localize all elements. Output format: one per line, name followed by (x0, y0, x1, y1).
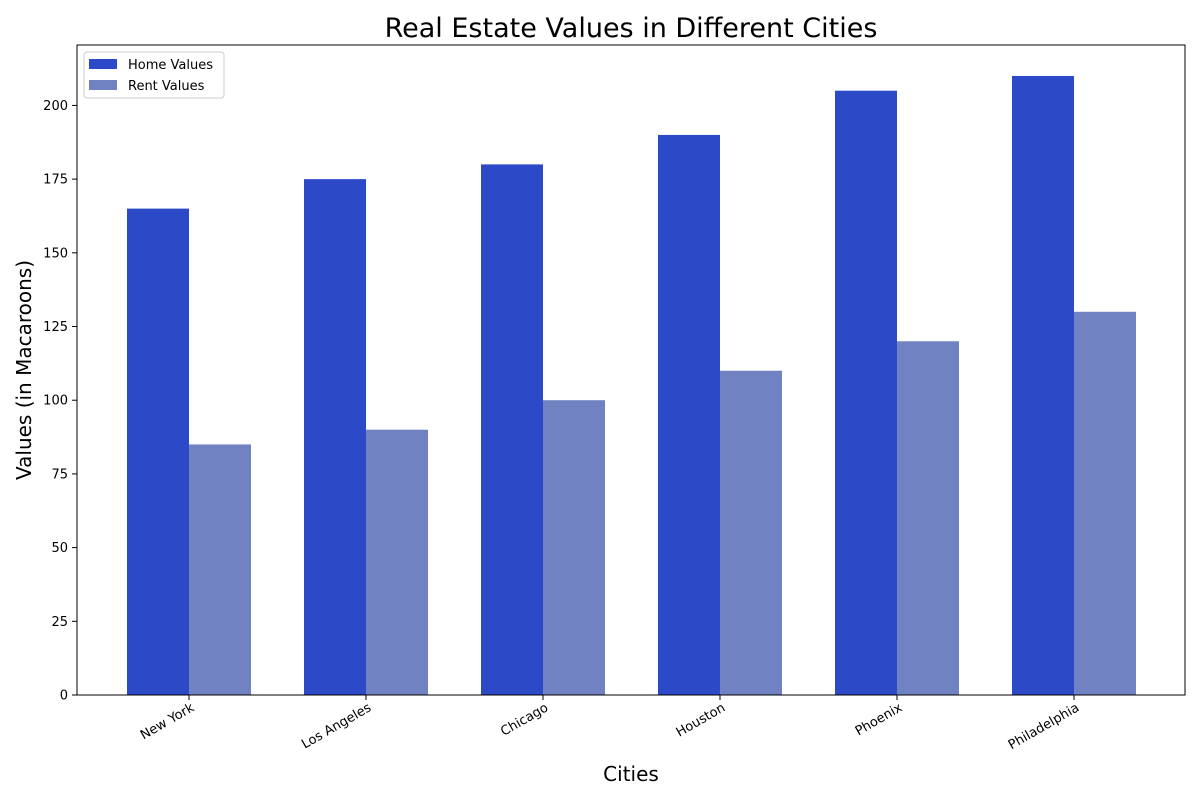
y-tick-label: 50 (51, 541, 68, 556)
y-tick-label: 150 (43, 246, 68, 261)
bar-home-phoenix (835, 90, 897, 696)
bar-home-houston (658, 134, 720, 695)
legend-swatch-rent (89, 80, 117, 90)
legend-label-rent: Rent Values (128, 79, 205, 94)
bar-rent-los-angeles (366, 429, 428, 695)
x-tick-label: New York (138, 700, 197, 743)
bar-rent-houston (720, 370, 782, 695)
x-tick-label: Philadelphia (1006, 700, 1082, 753)
y-tick-label: 100 (43, 394, 68, 409)
y-tick-label: 200 (43, 99, 68, 114)
bar-home-new-york (127, 208, 189, 695)
x-tick-label: Los Angeles (299, 700, 374, 752)
bar-rent-chicago (543, 400, 605, 695)
legend-swatch-home (89, 59, 117, 69)
y-axis-label: Values (in Macaroons) (12, 260, 36, 480)
bar-rent-philadelphia (1074, 311, 1136, 695)
bar-home-los-angeles (304, 179, 366, 696)
bar-rent-phoenix (897, 341, 959, 695)
legend: Home Values Rent Values (83, 51, 225, 99)
x-tick-label: Phoenix (853, 700, 905, 739)
chart-title: Real Estate Values in Different Cities (385, 13, 878, 44)
y-tick-label: 75 (51, 467, 68, 482)
plot-area: 0 25 50 75 100 125 150 175 200 New York Los Angele… (43, 44, 1186, 753)
axes-frame (76, 44, 1186, 696)
x-tick-label: Chicago (498, 700, 551, 739)
x-axis-label: Cities (603, 762, 659, 786)
y-tick-label: 25 (51, 615, 68, 630)
legend-label-home: Home Values (128, 58, 213, 73)
bar-home-chicago (481, 164, 543, 695)
y-tick-label: 0 (60, 689, 68, 704)
y-tick-label: 175 (43, 173, 68, 188)
x-tick-label: Houston (674, 700, 728, 740)
bar-home-philadelphia (1012, 75, 1074, 695)
legend-box (83, 51, 225, 99)
bar-rent-new-york (189, 444, 251, 695)
y-tick-label: 125 (43, 320, 68, 335)
